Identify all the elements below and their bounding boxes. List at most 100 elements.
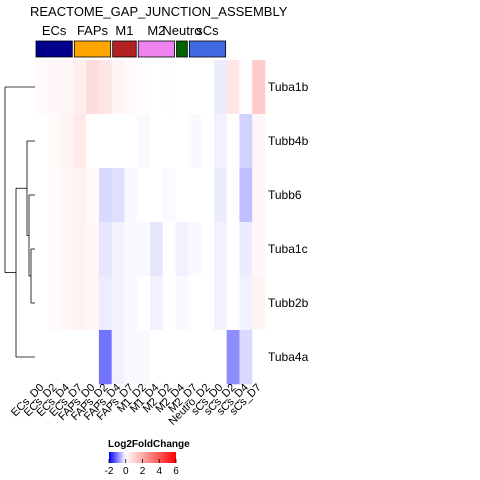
group-label: ECs [42, 23, 67, 38]
row-labels: Tuba1b Tubb4b Tubb6 Tuba1c Tubb2b Tuba4a [268, 80, 309, 364]
heatmap-cell [86, 168, 100, 223]
heatmap-cell [86, 114, 100, 169]
heatmap-cell [111, 168, 125, 223]
heatmap-cell [137, 114, 151, 169]
group-bar [188, 40, 227, 58]
group-bar [176, 40, 188, 58]
heatmap-cell [35, 276, 49, 331]
group-bar [112, 40, 137, 58]
heatmap-cell [252, 276, 266, 331]
heatmap-cell [137, 276, 151, 331]
heatmap-cell [60, 330, 74, 385]
heatmap-cell [137, 222, 151, 277]
heatmap-cell [86, 276, 100, 331]
group-bar [137, 40, 175, 58]
group-label: Neutro [162, 23, 201, 38]
legend-colorbar [109, 452, 176, 463]
heatmap-cell [201, 222, 215, 277]
heatmap-cell [35, 114, 49, 169]
heatmap-cell [98, 114, 112, 169]
heatmap-cell [86, 222, 100, 277]
heatmap-cell [162, 168, 176, 223]
heatmap-cell [137, 60, 151, 115]
row-label: Tuba4a [268, 350, 309, 364]
heatmap-cell [124, 222, 138, 277]
heatmap-cell [73, 222, 87, 277]
heatmap-cell [201, 60, 215, 115]
heatmap-cell [47, 276, 61, 331]
heatmap-cell [188, 114, 202, 169]
legend-tick-label: -2 [105, 466, 114, 477]
heatmap-cell [35, 60, 49, 115]
group-label: FAPs [77, 23, 109, 38]
heatmap-cell [239, 114, 253, 169]
heatmap-cell [98, 276, 112, 331]
heatmap-cell [252, 60, 266, 115]
heatmap-cell [150, 114, 164, 169]
heatmap-cell [98, 60, 112, 115]
heatmap-cell [111, 276, 125, 331]
heatmap-cell [60, 168, 74, 223]
heatmap-cell [226, 222, 240, 277]
heatmap-cell [213, 222, 227, 277]
row-label: Tuba1c [268, 242, 308, 256]
legend-tick-label: 2 [140, 466, 146, 477]
heatmap-cell [35, 330, 49, 385]
row-label: Tuba1b [268, 80, 309, 94]
heatmap-cell [111, 222, 125, 277]
heatmap-cell [111, 60, 125, 115]
heatmap-cell [150, 222, 164, 277]
heatmap-cell [47, 168, 61, 223]
heatmap-cell [201, 276, 215, 331]
heatmap-cell [175, 114, 189, 169]
heatmap-cell [162, 114, 176, 169]
heatmap-cell [226, 168, 240, 223]
column-labels: ECs_D0ECs_D2ECs_D4ECs_D7FAPs_D0FAPs_D2FA… [9, 382, 264, 428]
legend-ticks: -2 0 2 4 6 [105, 459, 179, 477]
heatmap-cell [86, 330, 100, 385]
group-annotation-bars [35, 40, 227, 58]
heatmap-cell [35, 222, 49, 277]
heatmap-cell [124, 114, 138, 169]
heatmap-cell [239, 168, 253, 223]
heatmap-cell [47, 114, 61, 169]
heatmap-cell [124, 60, 138, 115]
heatmap-cell [201, 330, 215, 385]
heatmap-cell [175, 168, 189, 223]
heatmap-cell [73, 276, 87, 331]
heatmap-cell [60, 60, 74, 115]
heatmap-cell [98, 330, 112, 385]
row-label: Tubb2b [268, 296, 309, 310]
group-bar [35, 40, 73, 58]
heatmap-cell [124, 168, 138, 223]
heatmap-cell [188, 276, 202, 331]
heatmap-cell [252, 330, 266, 385]
heatmap-cell [60, 222, 74, 277]
chart-title: REACTOME_GAP_JUNCTION_ASSEMBLY [30, 4, 288, 19]
row-label: Tubb6 [268, 188, 302, 202]
heatmap-cell [188, 330, 202, 385]
group-label: M1 [115, 23, 133, 38]
group-bar [73, 40, 112, 58]
heatmap-cell [239, 60, 253, 115]
heatmap-cell [47, 60, 61, 115]
legend-tick-label: 0 [123, 466, 129, 477]
heatmap-cell [47, 222, 61, 277]
heatmap-cell [35, 168, 49, 223]
color-legend: Log2FoldChange -2 0 2 4 6 [105, 439, 191, 477]
heatmap-cell [162, 276, 176, 331]
legend-tick-label: 4 [156, 466, 162, 477]
heatmap-cell [213, 168, 227, 223]
heatmap-cell [86, 60, 100, 115]
heatmap-cell [239, 276, 253, 331]
heatmap-cell [60, 114, 74, 169]
heatmap-cell [111, 114, 125, 169]
heatmap-cell [124, 330, 138, 385]
group-label: M2 [147, 23, 165, 38]
legend-tick-label: 6 [173, 466, 179, 477]
heatmap-cell [150, 330, 164, 385]
heatmap-cell [111, 330, 125, 385]
group-label: sCs [196, 23, 219, 38]
